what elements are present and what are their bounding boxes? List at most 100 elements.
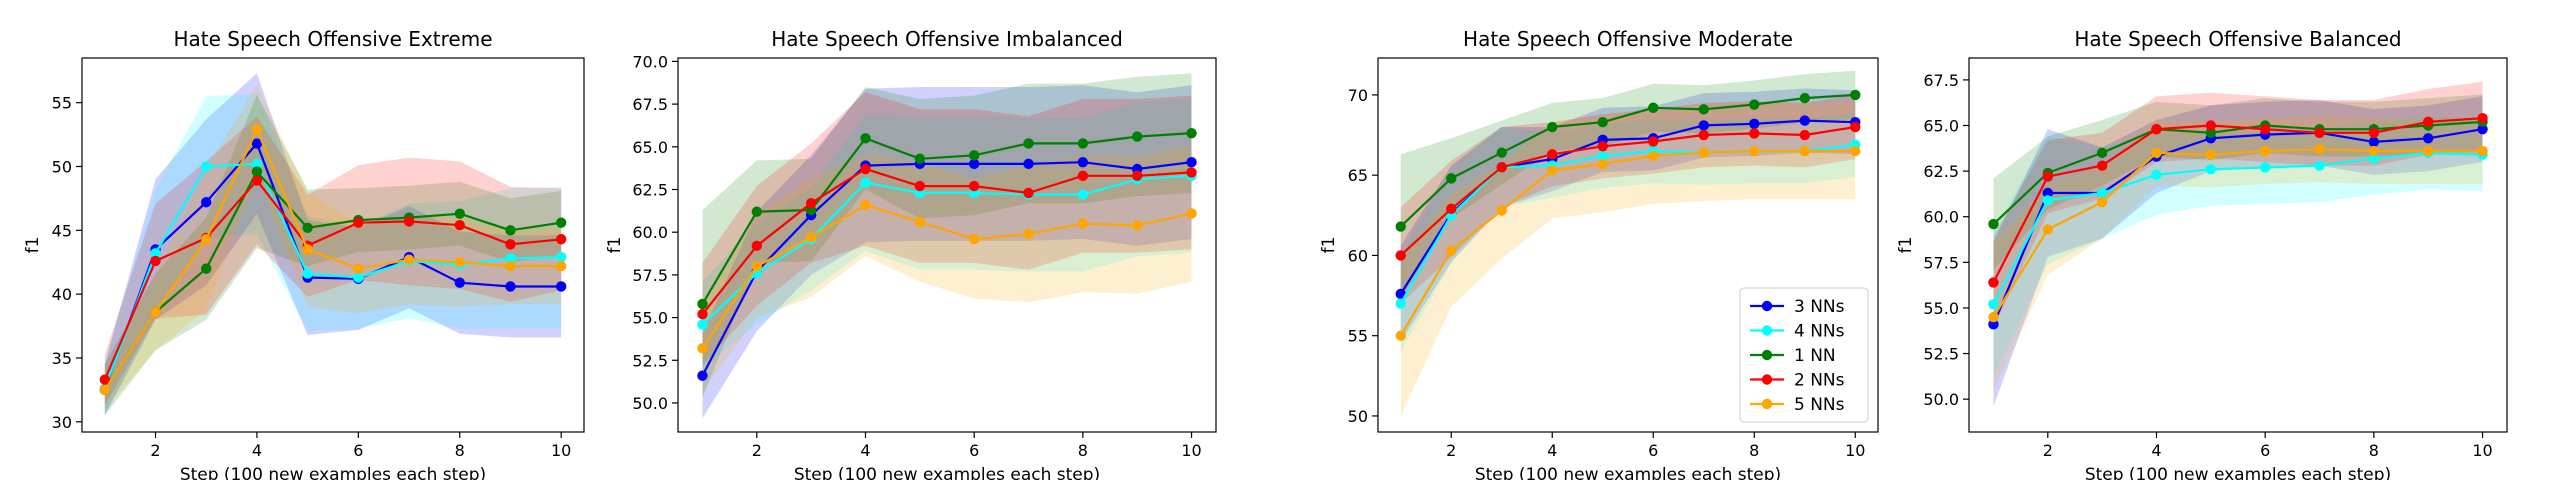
data-point xyxy=(1597,158,1608,170)
data-point xyxy=(201,197,212,208)
data-point xyxy=(697,343,708,354)
data-point xyxy=(454,220,465,231)
plot-area xyxy=(1395,70,1861,416)
data-point xyxy=(860,163,871,175)
data-point xyxy=(968,233,980,245)
y-tick-label: 55 xyxy=(52,94,72,113)
data-point xyxy=(251,175,263,186)
confidence-band-4-nns xyxy=(104,93,562,415)
data-point xyxy=(2259,123,2271,135)
series-line-5-nns xyxy=(701,203,1192,349)
series-line-3-nns xyxy=(103,141,562,391)
chart-title: Hate Speech Offensive Balanced xyxy=(2074,27,2401,51)
x-tick-label: 2 xyxy=(1446,441,1456,460)
x-axis-label: Step (100 new examples each step) xyxy=(1475,465,1781,480)
confidence-band-2-nns xyxy=(1993,81,2483,328)
data-point xyxy=(1496,205,1507,216)
data-point xyxy=(201,263,212,274)
data-point xyxy=(1988,277,1999,288)
data-point xyxy=(2477,113,2488,124)
y-tick-label: 55.0 xyxy=(1923,299,1959,318)
data-point xyxy=(1988,299,1999,310)
y-tick-label: 50 xyxy=(52,157,72,176)
data-point xyxy=(2314,127,2325,138)
data-point xyxy=(2096,187,2108,199)
data-point xyxy=(555,281,567,292)
plot-area xyxy=(99,73,567,416)
data-point xyxy=(1186,208,1197,219)
data-point xyxy=(1988,311,1999,323)
series-line-2-nns xyxy=(103,178,562,381)
data-point xyxy=(1077,218,1089,229)
y-tick-label: 30 xyxy=(52,413,72,432)
data-point xyxy=(1496,161,1507,173)
data-point xyxy=(2205,127,2217,138)
data-point xyxy=(454,208,465,219)
data-point xyxy=(99,374,111,385)
data-point xyxy=(751,206,762,217)
y-axis-label: f1 xyxy=(23,237,43,254)
data-point xyxy=(505,225,516,236)
data-point xyxy=(2314,144,2325,155)
y-tick-label: 50 xyxy=(1348,407,1368,426)
plot-area xyxy=(1988,81,2488,407)
data-point xyxy=(555,260,567,272)
data-point xyxy=(99,384,111,396)
legend-label: 1 NN xyxy=(1794,346,1836,366)
data-point xyxy=(1547,121,1558,133)
data-point xyxy=(454,277,465,288)
series-line-3-nns xyxy=(1992,128,2483,325)
plot-area xyxy=(697,73,1197,419)
data-point xyxy=(1648,136,1659,147)
data-point xyxy=(1850,121,1861,133)
data-point xyxy=(697,308,708,320)
data-point xyxy=(751,240,762,252)
data-point xyxy=(505,260,516,272)
x-axis-label: Step (100 new examples each step) xyxy=(180,465,486,480)
data-point xyxy=(150,248,161,259)
y-tick-label: 70.0 xyxy=(632,52,668,71)
y-tick-label: 40 xyxy=(52,285,72,304)
y-tick-label: 57.5 xyxy=(632,266,668,285)
data-point xyxy=(2205,164,2217,175)
data-point xyxy=(2477,145,2488,157)
y-tick-label: 50.0 xyxy=(1923,390,1959,409)
data-point xyxy=(1395,298,1406,309)
data-point xyxy=(968,150,980,161)
data-point xyxy=(2368,136,2380,148)
data-point xyxy=(2259,162,2271,173)
data-point xyxy=(454,257,465,268)
chart-title: Hate Speech Offensive Moderate xyxy=(1463,27,1793,51)
y-tick-label: 60.0 xyxy=(632,223,668,242)
data-point xyxy=(914,180,926,192)
data-point xyxy=(2042,224,2053,235)
series-line-1-nn xyxy=(1399,93,1856,228)
confidence-band-4-nns xyxy=(702,99,1192,368)
data-point xyxy=(1597,117,1608,128)
series-line-4-nns xyxy=(1992,151,2483,305)
data-point xyxy=(1749,118,1760,130)
data-point xyxy=(697,298,708,310)
data-point xyxy=(2314,160,2325,171)
data-point xyxy=(2477,123,2488,135)
legend-marker xyxy=(1761,325,1773,336)
y-tick-label: 60 xyxy=(1348,246,1368,265)
data-point xyxy=(1446,245,1457,256)
data-point xyxy=(302,222,313,233)
data-point xyxy=(697,319,708,330)
series-line-2-nns xyxy=(1399,125,1856,257)
data-point xyxy=(1749,145,1760,157)
data-point xyxy=(1749,128,1760,139)
confidence-band-4-nns xyxy=(1400,112,1856,352)
data-point xyxy=(2151,169,2162,180)
data-point xyxy=(505,239,516,250)
data-point xyxy=(505,281,516,292)
chart-panel-3: Hate Speech Offensive Moderate 2 4 6 8 10 50 55… xyxy=(1319,27,1879,485)
x-tick-label: 10 xyxy=(551,441,571,460)
data-point xyxy=(1077,189,1089,200)
data-point xyxy=(2205,120,2217,131)
axes-frame xyxy=(1968,57,2508,433)
x-tick-label: 10 xyxy=(1181,441,1201,460)
series-line-4-nns xyxy=(701,174,1192,326)
